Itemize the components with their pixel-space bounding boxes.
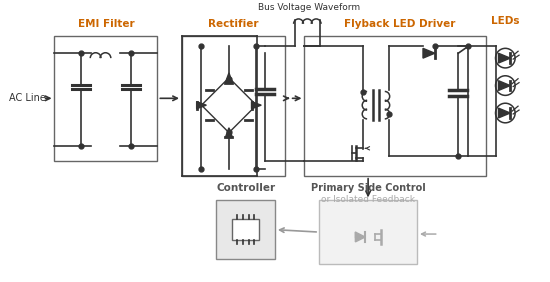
Polygon shape	[197, 102, 206, 109]
Text: EMI Filter: EMI Filter	[78, 19, 134, 29]
Polygon shape	[226, 128, 233, 137]
Polygon shape	[216, 200, 275, 259]
Polygon shape	[498, 53, 510, 63]
Polygon shape	[498, 108, 510, 118]
Text: AC Line: AC Line	[9, 93, 46, 103]
Polygon shape	[319, 200, 417, 264]
Polygon shape	[232, 219, 259, 241]
Text: Controller: Controller	[216, 183, 275, 193]
Text: LEDs: LEDs	[491, 16, 520, 26]
Polygon shape	[251, 102, 261, 109]
Polygon shape	[304, 36, 486, 176]
Text: Primary Side Control: Primary Side Control	[311, 183, 426, 193]
Text: Flyback LED Driver: Flyback LED Driver	[344, 19, 455, 29]
Polygon shape	[355, 232, 365, 242]
Polygon shape	[226, 73, 233, 83]
Polygon shape	[54, 36, 157, 161]
Text: or Isolated Feedback: or Isolated Feedback	[321, 195, 415, 204]
Polygon shape	[423, 48, 434, 58]
Text: Bus Voltage Waveform: Bus Voltage Waveform	[258, 3, 360, 12]
Polygon shape	[498, 81, 510, 91]
Polygon shape	[182, 36, 285, 176]
Text: Rectifier: Rectifier	[208, 19, 258, 29]
